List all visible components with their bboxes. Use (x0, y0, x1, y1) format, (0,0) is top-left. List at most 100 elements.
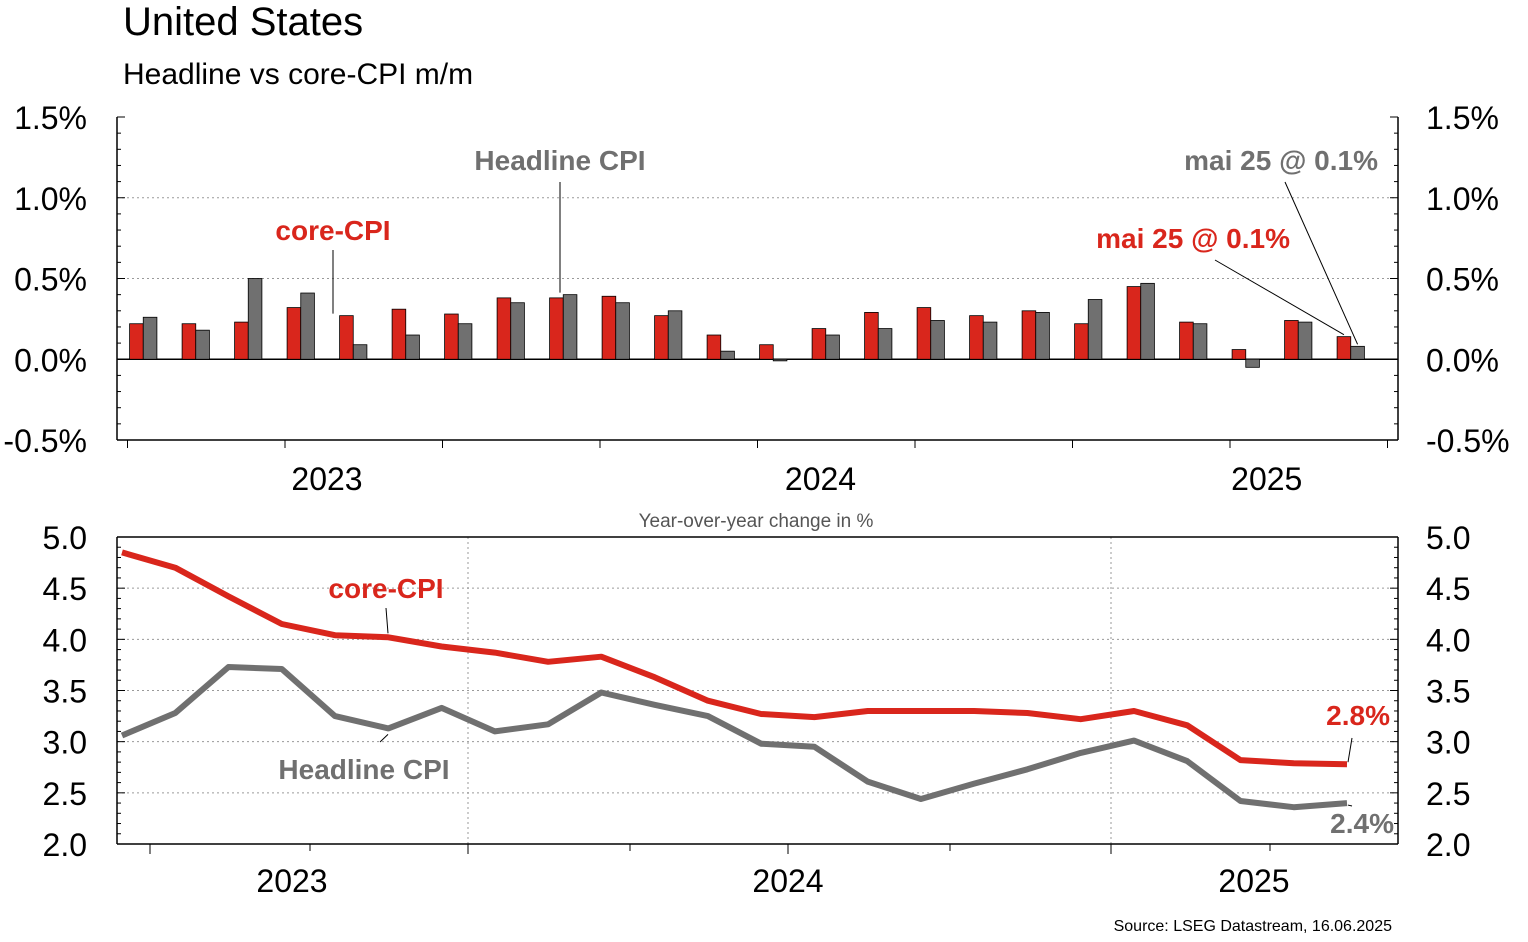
bar-headline-cpi (930, 320, 945, 360)
headline-cpi-label: Headline CPI (278, 754, 449, 785)
x-tick-label: 2023 (256, 863, 327, 899)
x-tick-label: 2024 (752, 863, 823, 899)
bar-core-cpi (181, 323, 197, 360)
bar-headline-cpi (142, 316, 158, 360)
bar-headline-cpi (195, 329, 210, 360)
y-tick-label-right: 3.5 (1426, 674, 1470, 710)
x-tick-label: 2023 (291, 461, 362, 497)
headline-cpi-label: Headline CPI (474, 145, 645, 176)
y-tick-label-left: 1.0% (14, 181, 87, 217)
y-tick-label-left: 5.0 (43, 520, 87, 556)
bar-core-cpi (1126, 286, 1142, 360)
bar-core-cpi (444, 313, 459, 360)
y-tick-label-right: 1.0% (1426, 181, 1499, 217)
x-tick-label: 2025 (1218, 863, 1289, 899)
y-tick-label-left: 3.5 (43, 674, 87, 710)
y-tick-label-right: 0.5% (1426, 262, 1499, 298)
page-subtitle: Headline vs core-CPI m/m (123, 58, 474, 91)
line-chart-title: Year-over-year change in % (639, 511, 874, 532)
source-note: Source: LSEG Datastream, 16.06.2025 (1113, 918, 1392, 935)
y-tick-label-right: 2.0 (1426, 827, 1470, 863)
y-tick-label-right: 0.0% (1426, 342, 1499, 378)
bar-core-cpi (1179, 321, 1194, 360)
bar-core-cpi (1074, 323, 1089, 360)
bar-headline-cpi (1087, 299, 1103, 360)
bar-core-cpi (1284, 320, 1299, 360)
bar-headline-cpi (1192, 323, 1208, 360)
core-last-label: 2.8% (1326, 700, 1390, 731)
page-title: United States (123, 0, 364, 44)
core-cpi-leader (385, 607, 389, 634)
bar-core-cpi (1336, 336, 1352, 360)
bar-core-cpi (496, 297, 512, 360)
bar-core-cpi (864, 312, 879, 360)
bar-headline-cpi (720, 350, 735, 360)
core-cpi-line (121, 549, 1348, 768)
core-last-leader (1347, 737, 1353, 763)
bar-headline-cpi (825, 334, 840, 360)
y-tick-label-left: 4.0 (43, 622, 87, 658)
bar-core-cpi (654, 315, 669, 360)
bar-chart: -0.5% -0.5% 0.0% 0.0% 0.5% 0.5% 1.0% 1.0% 1.5% 1.… (3, 100, 1509, 497)
bar-core-cpi (759, 344, 774, 360)
bar-headline-cpi (457, 323, 473, 360)
bar-headline-cpi (1350, 345, 1365, 360)
bar-core-cpi (1021, 310, 1037, 360)
bar-headline-cpi (615, 302, 630, 360)
bar-core-cpi (1231, 349, 1247, 360)
bar-headline-cpi (772, 358, 788, 362)
y-tick-label-right: 4.5 (1426, 571, 1470, 607)
core-cpi-label: core-CPI (328, 573, 443, 604)
y-tick-label-left: 0.0% (14, 342, 87, 378)
bar-headline-cpi (1245, 358, 1260, 368)
bar-headline-cpi (1140, 282, 1155, 360)
bar-core-cpi (549, 297, 564, 360)
bar-headline-cpi (667, 310, 683, 360)
bar-core-cpi (916, 307, 932, 360)
y-tick-label-left: 3.0 (43, 725, 87, 761)
y-tick-label-right: -0.5% (1426, 423, 1510, 459)
bar-core-cpi (339, 315, 354, 360)
bar-headline-cpi (562, 294, 578, 360)
headline-last-leader (1347, 804, 1353, 807)
bar-headline-cpi (300, 292, 315, 360)
y-tick-label-right: 2.5 (1426, 776, 1470, 812)
headline-last-label: 2.4% (1330, 808, 1394, 839)
bar-core-cpi (601, 295, 617, 360)
x-tick-label: 2024 (785, 461, 856, 497)
core-cpi-label: core-CPI (275, 215, 390, 246)
bar-core-cpi (234, 321, 249, 360)
bar-core-cpi (706, 334, 722, 360)
y-tick-label-left: 2.5 (43, 776, 87, 812)
bar-core-cpi (129, 323, 144, 360)
y-tick-label-left: 2.0 (43, 827, 87, 863)
y-tick-label-left: 4.5 (43, 571, 87, 607)
headline-cpi-leader (379, 734, 389, 743)
y-tick-label-left: 1.5% (14, 100, 87, 136)
bar-headline-cpi (1297, 321, 1313, 360)
headline-last-label: mai 25 @ 0.1% (1184, 145, 1378, 176)
y-tick-label-right: 4.0 (1426, 622, 1470, 658)
y-tick-label-left: 0.5% (14, 262, 87, 298)
headline-cpi-line (120, 664, 1348, 811)
bar-core-cpi (391, 308, 407, 360)
bar-headline-cpi (405, 334, 420, 360)
core-last-leader (1214, 259, 1345, 336)
headline-last-leader (1284, 181, 1359, 345)
bar-headline-cpi (877, 328, 893, 360)
bar-headline-cpi (247, 278, 263, 360)
y-tick-label-left: -0.5% (3, 423, 87, 459)
bar-core-cpi (811, 328, 827, 360)
y-tick-label-right: 3.0 (1426, 725, 1470, 761)
bar-core-cpi (969, 315, 984, 360)
x-tick-label: 2025 (1231, 461, 1302, 497)
bar-headline-cpi (982, 321, 998, 360)
bar-headline-cpi (510, 302, 525, 360)
line-chart: Year-over-year change in % 2.0 2.0 2.5 2.5 3.… (43, 511, 1471, 899)
bar-headline-cpi (352, 344, 368, 360)
y-tick-label-right: 1.5% (1426, 100, 1499, 136)
bar-core-cpi (286, 307, 302, 360)
bar-headline-cpi (1035, 312, 1050, 360)
